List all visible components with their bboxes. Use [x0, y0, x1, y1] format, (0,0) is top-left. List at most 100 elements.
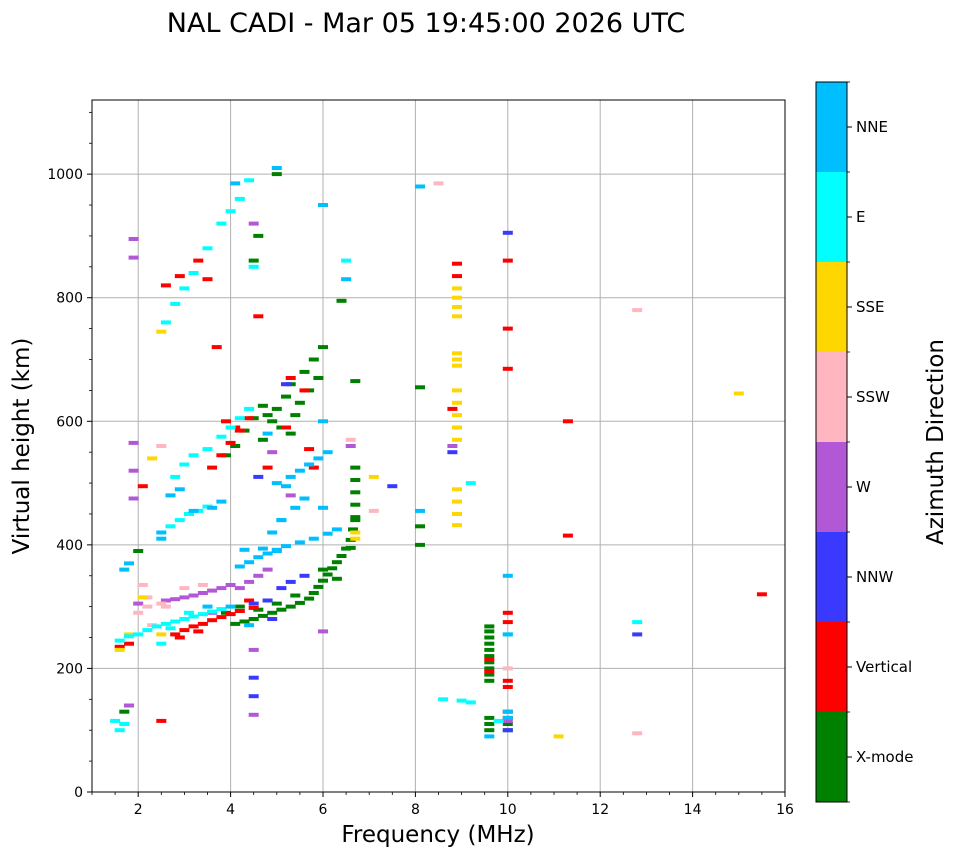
data-point-vertical [502, 258, 513, 263]
data-point-x-mode [290, 413, 301, 418]
data-point-sse [452, 512, 462, 516]
y-tick-label: 0 [74, 785, 83, 801]
data-point-nne [308, 536, 319, 541]
data-point-x-mode [267, 610, 278, 615]
data-point-x-mode [257, 613, 268, 618]
data-point-x-mode [318, 567, 328, 572]
data-point-vertical [502, 678, 513, 683]
data-point-w [216, 586, 227, 591]
data-point-nne [257, 546, 268, 551]
data-point-e [160, 320, 171, 325]
data-point-w [447, 444, 458, 448]
y-tick-label: 600 [56, 414, 83, 430]
data-point-w [248, 221, 259, 226]
data-point-nne [119, 567, 130, 572]
data-point-vertical [234, 428, 245, 433]
data-point-x-mode [484, 641, 495, 646]
data-point-nne [225, 604, 236, 609]
colorbar-tick-label: E [856, 208, 865, 226]
data-point-e [165, 626, 176, 631]
data-point-sse [452, 400, 462, 405]
data-point-ssw [160, 604, 171, 609]
data-point-nne [271, 481, 282, 486]
data-point-sse [733, 391, 744, 396]
data-point-e [170, 619, 181, 624]
data-point-sse [452, 523, 462, 528]
data-point-vertical [281, 425, 291, 430]
data-point-nne [281, 484, 291, 489]
data-point-x-mode [350, 379, 361, 384]
data-point-w [248, 712, 259, 717]
data-point-nne [415, 184, 425, 189]
y-tick-label: 1000 [47, 167, 83, 183]
x-axis-label: Frequency (MHz) [341, 822, 534, 848]
data-point-vertical [234, 609, 245, 613]
data-point-w [179, 595, 190, 600]
data-point-w [502, 718, 513, 723]
data-point-x-mode [313, 584, 324, 589]
data-point-nne [484, 734, 495, 739]
data-point-vertical [308, 465, 319, 470]
data-point-vertical [299, 388, 310, 393]
data-point-e [170, 474, 181, 479]
data-point-ssw [197, 583, 208, 587]
data-point-nne [124, 561, 134, 566]
data-point-e [142, 628, 153, 633]
data-point-x-mode [276, 607, 287, 612]
data-point-w [188, 593, 199, 598]
data-point-x-mode [415, 385, 425, 390]
data-point-nne [341, 277, 352, 282]
plot-area [92, 100, 785, 792]
colorbar: X-mode Vertical NNW W SSW SSE E NNE [815, 81, 913, 803]
data-point-nne [239, 547, 250, 552]
data-point-w [244, 579, 255, 584]
data-point-w [225, 583, 236, 587]
data-point-w [133, 601, 144, 606]
colorbar-frame [815, 81, 848, 803]
data-point-nne [271, 549, 282, 553]
data-point-vertical [562, 533, 573, 538]
data-point-x-mode [350, 465, 361, 470]
data-point-x-mode [331, 560, 342, 565]
data-point-e [197, 612, 208, 617]
data-point-x-mode [484, 635, 495, 640]
data-point-sse [350, 536, 361, 541]
data-point-vertical [756, 592, 767, 597]
data-point-nne [502, 715, 513, 720]
data-point-nne [156, 536, 167, 541]
x-tick-label: 10 [499, 802, 517, 818]
data-point-nnw [632, 632, 643, 637]
data-point-e [234, 416, 245, 421]
data-point-nnw [248, 694, 259, 699]
data-point-sse [553, 734, 564, 739]
data-point-sse [452, 437, 462, 442]
data-point-nne [174, 487, 185, 492]
colorbar-tick-label: X-mode [856, 748, 913, 766]
data-point-x-mode [350, 502, 361, 507]
data-point-vertical [216, 615, 227, 620]
data-point-w [318, 629, 328, 634]
data-point-nnw [248, 675, 259, 680]
data-point-nne [290, 505, 301, 510]
data-point-x-mode [484, 629, 495, 634]
x-tick-label: 4 [226, 802, 235, 818]
data-point-sse [452, 351, 462, 356]
data-point-e [202, 246, 213, 251]
data-point-e [174, 518, 185, 523]
data-point-vertical [207, 618, 218, 623]
data-point-nne [318, 505, 328, 510]
data-point-w [128, 237, 139, 241]
data-point-vertical [114, 644, 125, 649]
data-point-sse [368, 474, 379, 479]
data-point-nne [276, 518, 287, 523]
data-point-x-mode [331, 576, 342, 581]
data-point-x-mode [308, 357, 319, 362]
data-point-w [345, 444, 356, 448]
colorbar-tick-label: NNW [856, 568, 893, 586]
data-point-e [493, 718, 504, 723]
data-point-e [216, 607, 227, 612]
data-point-sse [156, 632, 167, 637]
data-point-nnw [447, 450, 458, 455]
data-point-nne [244, 560, 255, 565]
